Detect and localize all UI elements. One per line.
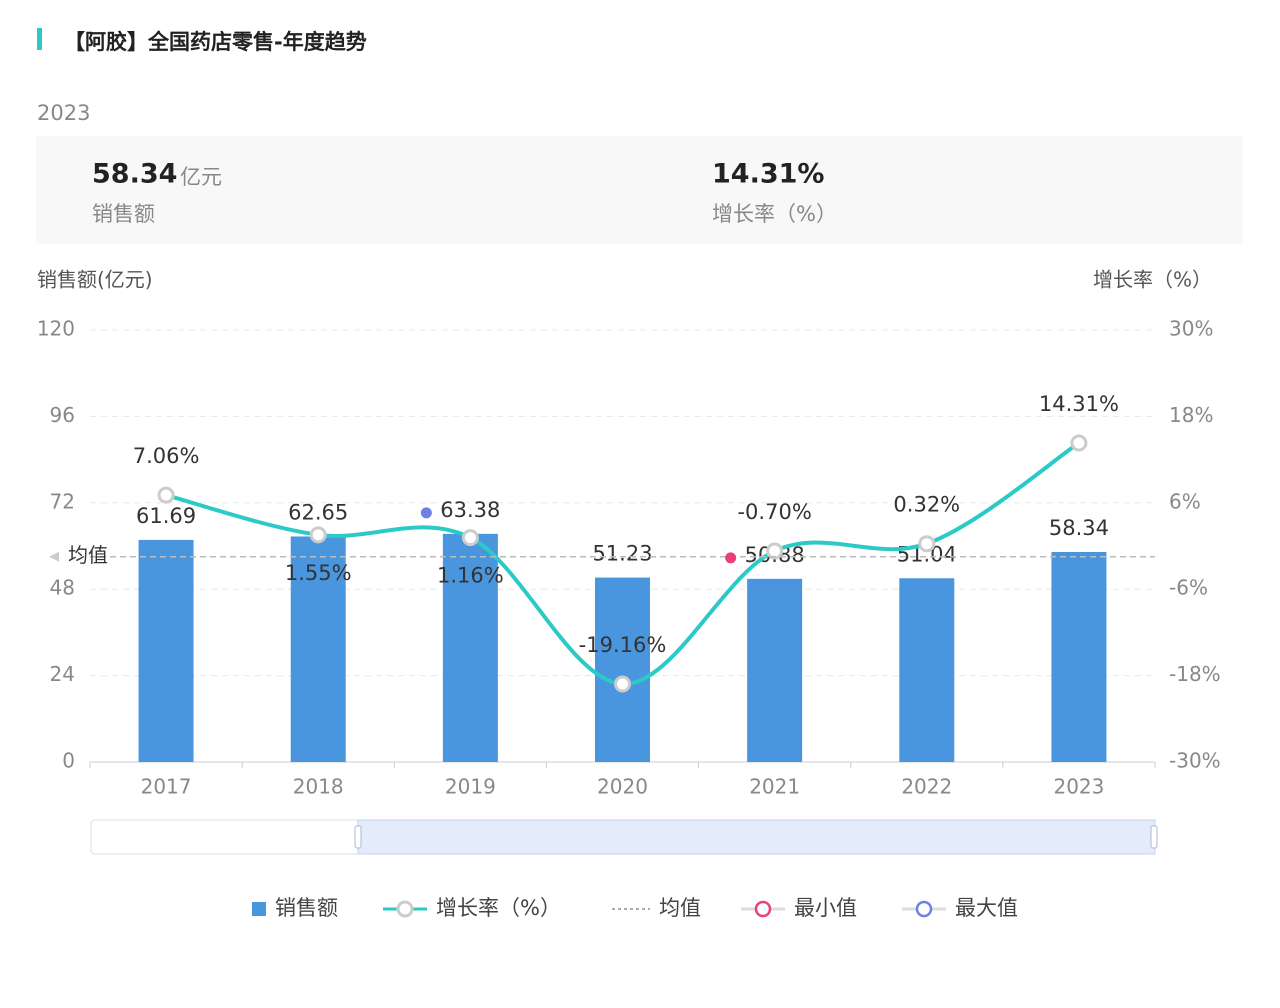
legend-item: 均值 [612, 896, 701, 920]
legend-item: 销售额 [252, 896, 338, 920]
bar-value-label: 63.38 [440, 498, 500, 522]
line-value-label: 14.31% [1039, 392, 1119, 416]
x-tick-label: 2020 [597, 775, 648, 799]
bar [442, 533, 498, 762]
legend-dot [754, 900, 772, 918]
bar-value-label: 51.23 [592, 542, 652, 566]
bar [747, 578, 803, 762]
y-tick-label: 72 [50, 489, 75, 513]
summary-unit: 亿元 [180, 165, 222, 189]
x-tick-label: 2023 [1053, 775, 1104, 799]
y2-axis-title: 增长率（%） [1093, 268, 1212, 292]
line-point [918, 535, 936, 553]
line-point [1070, 434, 1088, 452]
line-point [309, 526, 327, 544]
bar-value-label: 61.69 [136, 504, 196, 528]
y2-tick-label: 18% [1169, 403, 1213, 427]
line-point [461, 529, 479, 547]
line-value-label: -0.70% [737, 500, 811, 524]
line-value-label: -19.16% [579, 633, 667, 657]
bar [138, 539, 194, 762]
bar [1051, 551, 1107, 762]
year-label: 2023 [37, 101, 90, 125]
legend-label: 均值 [659, 896, 701, 920]
page-title: 【阿胶】全国药店零售-年度趋势 [64, 30, 367, 54]
x-tick-label: 2022 [901, 775, 952, 799]
y-tick-label: 120 [37, 317, 75, 341]
legend-item: 最小值 [741, 896, 857, 920]
legend-label: 最大值 [955, 896, 1018, 920]
x-tick-label: 2017 [141, 775, 192, 799]
line-value-label: 1.16% [437, 564, 504, 588]
average-label: 均值 [68, 543, 108, 567]
legend-label: 最小值 [794, 896, 857, 920]
legend-swatch [252, 902, 266, 916]
line-value-label: 1.55% [285, 561, 352, 585]
summary-box [36, 136, 1243, 244]
bar-value-label: 62.65 [288, 500, 348, 524]
legend-item: 增长率（%） [383, 896, 561, 920]
average-arrow [49, 551, 59, 562]
y-tick-label: 24 [50, 662, 75, 686]
line-point [157, 486, 175, 504]
bar [595, 577, 650, 762]
bar [899, 578, 955, 762]
min-marker [725, 552, 737, 564]
bar-value-label: 58.34 [1049, 516, 1109, 540]
y2-tick-label: -6% [1169, 576, 1208, 600]
x-tick-label: 2021 [749, 775, 800, 799]
x-tick-label: 2018 [293, 775, 344, 799]
summary-value: 14.31% [712, 159, 824, 190]
line-value-label: 7.06% [133, 444, 200, 468]
x-tick-label: 2019 [445, 775, 496, 799]
title-accent [37, 28, 42, 50]
legend-item: 最大值 [902, 896, 1018, 920]
slider-handle[interactable] [354, 825, 362, 849]
line-point [766, 542, 784, 560]
legend-dot [396, 900, 414, 918]
y2-tick-label: 6% [1169, 489, 1201, 513]
summary-value: 58.34 [92, 159, 177, 190]
slider-window [357, 819, 1156, 855]
bar [290, 536, 346, 762]
legend-label: 销售额 [275, 896, 338, 920]
y-axis-title: 销售额(亿元) [37, 268, 153, 292]
line-value-label: 0.32% [893, 493, 960, 517]
y-tick-label: 0 [62, 749, 75, 773]
y2-tick-label: -30% [1169, 749, 1221, 773]
legend-label: 增长率（%） [436, 896, 561, 920]
max-marker [420, 507, 432, 519]
y2-tick-label: 30% [1169, 317, 1213, 341]
zoom-slider[interactable] [90, 819, 1158, 855]
summary-label: 增长率（%） [712, 202, 837, 226]
line-point [614, 675, 631, 693]
y-tick-label: 48 [50, 576, 75, 600]
legend-dot [915, 900, 933, 918]
slider-handle[interactable] [1150, 825, 1158, 849]
y-tick-label: 96 [50, 403, 75, 427]
y2-tick-label: -18% [1169, 662, 1221, 686]
summary-label: 销售额 [92, 202, 155, 226]
